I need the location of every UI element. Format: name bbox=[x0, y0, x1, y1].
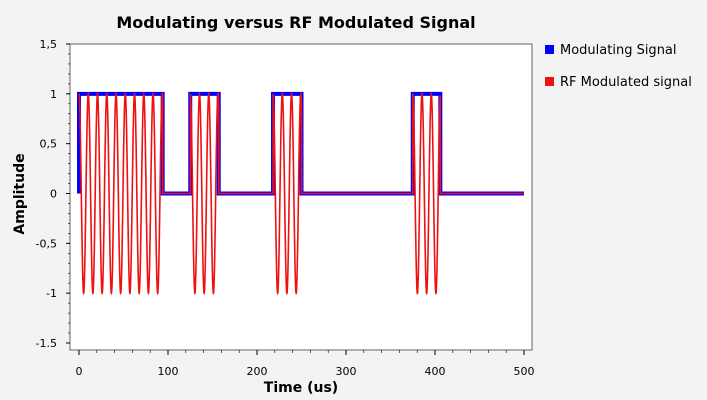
x-tick-label: 500 bbox=[514, 365, 535, 378]
x-tick-label: 400 bbox=[425, 365, 446, 378]
y-tick-label: 0,5 bbox=[40, 138, 58, 151]
y-axis-ticks: 1,5 1 0,5 0 -0,5 -1 -1.5 bbox=[36, 38, 70, 350]
y-tick-label: 1 bbox=[50, 88, 57, 101]
x-tick-label: 0 bbox=[76, 365, 83, 378]
x-tick-label: 100 bbox=[158, 365, 179, 378]
legend: Modulating Signal RF Modulated signal bbox=[545, 43, 692, 90]
chart-title: Modulating versus RF Modulated Signal bbox=[116, 13, 475, 32]
y-tick-label: 0 bbox=[50, 188, 57, 201]
x-axis-ticks: 0 100 200 300 400 500 bbox=[76, 350, 535, 378]
y-tick-label: 1,5 bbox=[40, 38, 58, 51]
y-tick-label: -1 bbox=[46, 287, 57, 300]
x-tick-label: 200 bbox=[247, 365, 268, 378]
legend-swatch bbox=[545, 45, 554, 54]
legend-label: Modulating Signal bbox=[560, 43, 677, 58]
x-tick-label: 300 bbox=[336, 365, 357, 378]
legend-label: RF Modulated signal bbox=[560, 75, 692, 90]
series-rf-modulated-signal bbox=[78, 91, 524, 296]
y-tick-label: -0,5 bbox=[36, 237, 57, 250]
y-tick-label: -1.5 bbox=[36, 337, 57, 350]
plot-lines bbox=[77, 91, 524, 296]
y-axis-label: Amplitude bbox=[12, 153, 28, 234]
plot-area bbox=[69, 43, 533, 351]
x-axis-label: Time (us) bbox=[264, 380, 338, 396]
legend-swatch bbox=[545, 77, 554, 86]
